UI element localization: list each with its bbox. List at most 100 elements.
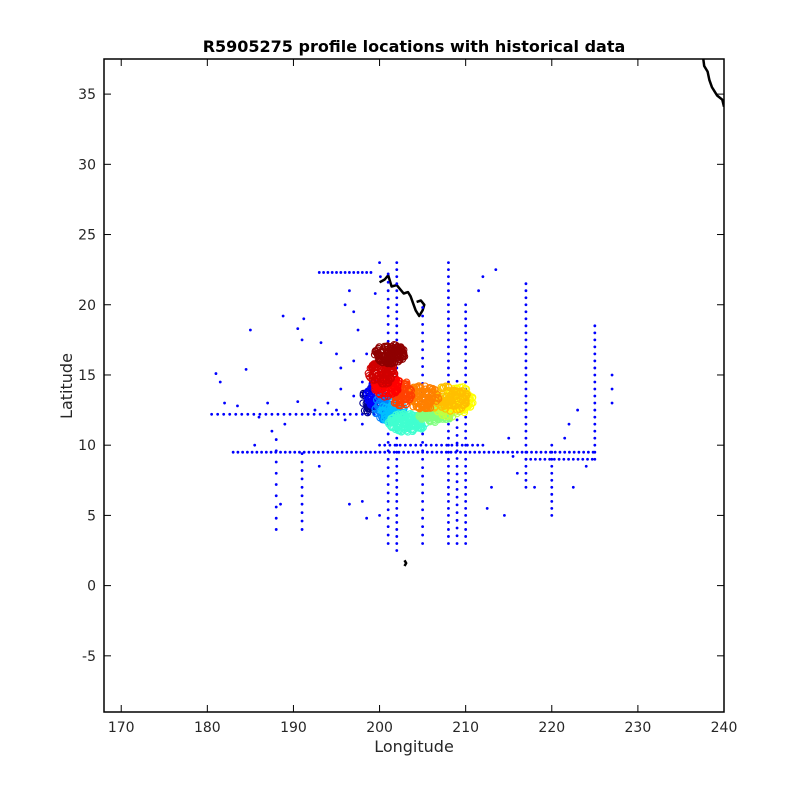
x-tick-label: 170 <box>108 720 135 736</box>
historical-point <box>395 528 399 531</box>
historical-point <box>222 412 226 416</box>
historical-point <box>447 303 450 307</box>
historical-point <box>447 521 450 524</box>
profile-point <box>441 382 450 391</box>
historical-point <box>416 450 420 454</box>
historical-point <box>464 331 468 335</box>
historical-point <box>447 457 450 461</box>
historical-point <box>455 495 459 499</box>
historical-point <box>464 303 468 307</box>
profile-point <box>458 387 466 395</box>
profile-point <box>451 402 460 410</box>
historical-point <box>444 450 448 454</box>
historical-point <box>253 443 257 447</box>
historical-point <box>567 457 570 461</box>
historical-point <box>306 412 310 416</box>
historical-point <box>300 511 304 514</box>
historical-point <box>326 450 330 454</box>
historical-point <box>593 324 597 328</box>
historical-point <box>274 449 278 453</box>
y-tick-label: 10 <box>78 438 96 454</box>
historical-point <box>610 401 614 405</box>
historical-point <box>388 443 392 447</box>
historical-point <box>421 440 425 444</box>
historical-point <box>577 450 581 454</box>
historical-point <box>395 289 399 293</box>
historical-point <box>386 323 390 326</box>
historical-point <box>281 314 285 318</box>
profile-point <box>386 344 394 352</box>
profile-point <box>447 398 455 406</box>
historical-point <box>593 415 597 419</box>
profile-point <box>462 392 470 400</box>
historical-point <box>340 450 344 454</box>
coastline-northamerica <box>702 59 724 107</box>
profile-point <box>405 391 414 399</box>
profile-point <box>368 373 377 381</box>
historical-point <box>386 331 390 335</box>
historical-point <box>386 306 390 309</box>
historical-point <box>447 275 450 279</box>
historical-point <box>550 450 554 454</box>
historical-point <box>447 528 450 531</box>
historical-point <box>421 373 425 377</box>
historical-point <box>524 450 528 454</box>
historical-point <box>407 450 410 454</box>
historical-point <box>317 450 320 454</box>
historical-point <box>447 506 450 510</box>
historical-point <box>464 535 468 538</box>
historical-point <box>593 429 597 433</box>
historical-point <box>593 394 597 398</box>
profile-point <box>396 353 405 362</box>
historical-point <box>487 450 491 454</box>
historical-point <box>386 432 390 436</box>
historical-point <box>440 450 443 454</box>
historical-point <box>324 412 328 416</box>
y-tick-label: 15 <box>78 368 96 384</box>
historical-point <box>421 516 425 520</box>
historical-point <box>548 457 552 461</box>
historical-point <box>335 408 338 412</box>
historical-point <box>464 521 468 524</box>
profile-point <box>446 407 454 415</box>
historical-point <box>511 450 514 454</box>
historical-point <box>425 450 429 454</box>
historical-point <box>610 373 614 377</box>
historical-point <box>524 331 528 335</box>
historical-point <box>464 352 468 356</box>
historical-point <box>445 443 449 447</box>
historical-point <box>397 450 401 454</box>
historical-profiles <box>210 261 614 552</box>
historical-point <box>496 450 500 454</box>
historical-point <box>524 338 528 342</box>
historical-point <box>447 373 450 377</box>
historical-point <box>524 317 528 321</box>
historical-point <box>343 271 347 274</box>
historical-point <box>218 380 222 384</box>
historical-point <box>515 471 519 475</box>
historical-point <box>464 338 468 342</box>
historical-point <box>264 412 268 416</box>
axes-frame <box>103 58 725 713</box>
profile-point <box>440 402 448 410</box>
historical-point <box>245 450 249 454</box>
historical-point <box>447 542 450 545</box>
historical-point <box>369 450 372 454</box>
historical-point <box>300 528 304 531</box>
historical-point <box>447 499 450 503</box>
historical-point <box>468 450 472 454</box>
historical-point <box>386 280 390 284</box>
historical-point <box>593 443 597 447</box>
historical-point <box>228 412 232 416</box>
historical-point <box>395 485 399 489</box>
x-tick-label: 200 <box>366 720 393 736</box>
historical-point <box>383 450 387 454</box>
profile-point <box>437 383 446 392</box>
profile-point <box>391 341 400 349</box>
historical-point <box>464 310 468 314</box>
historical-point <box>345 450 349 454</box>
historical-point <box>378 261 381 265</box>
historical-point <box>455 503 459 507</box>
y-tick-label: 20 <box>78 298 96 314</box>
historical-point <box>321 450 325 454</box>
